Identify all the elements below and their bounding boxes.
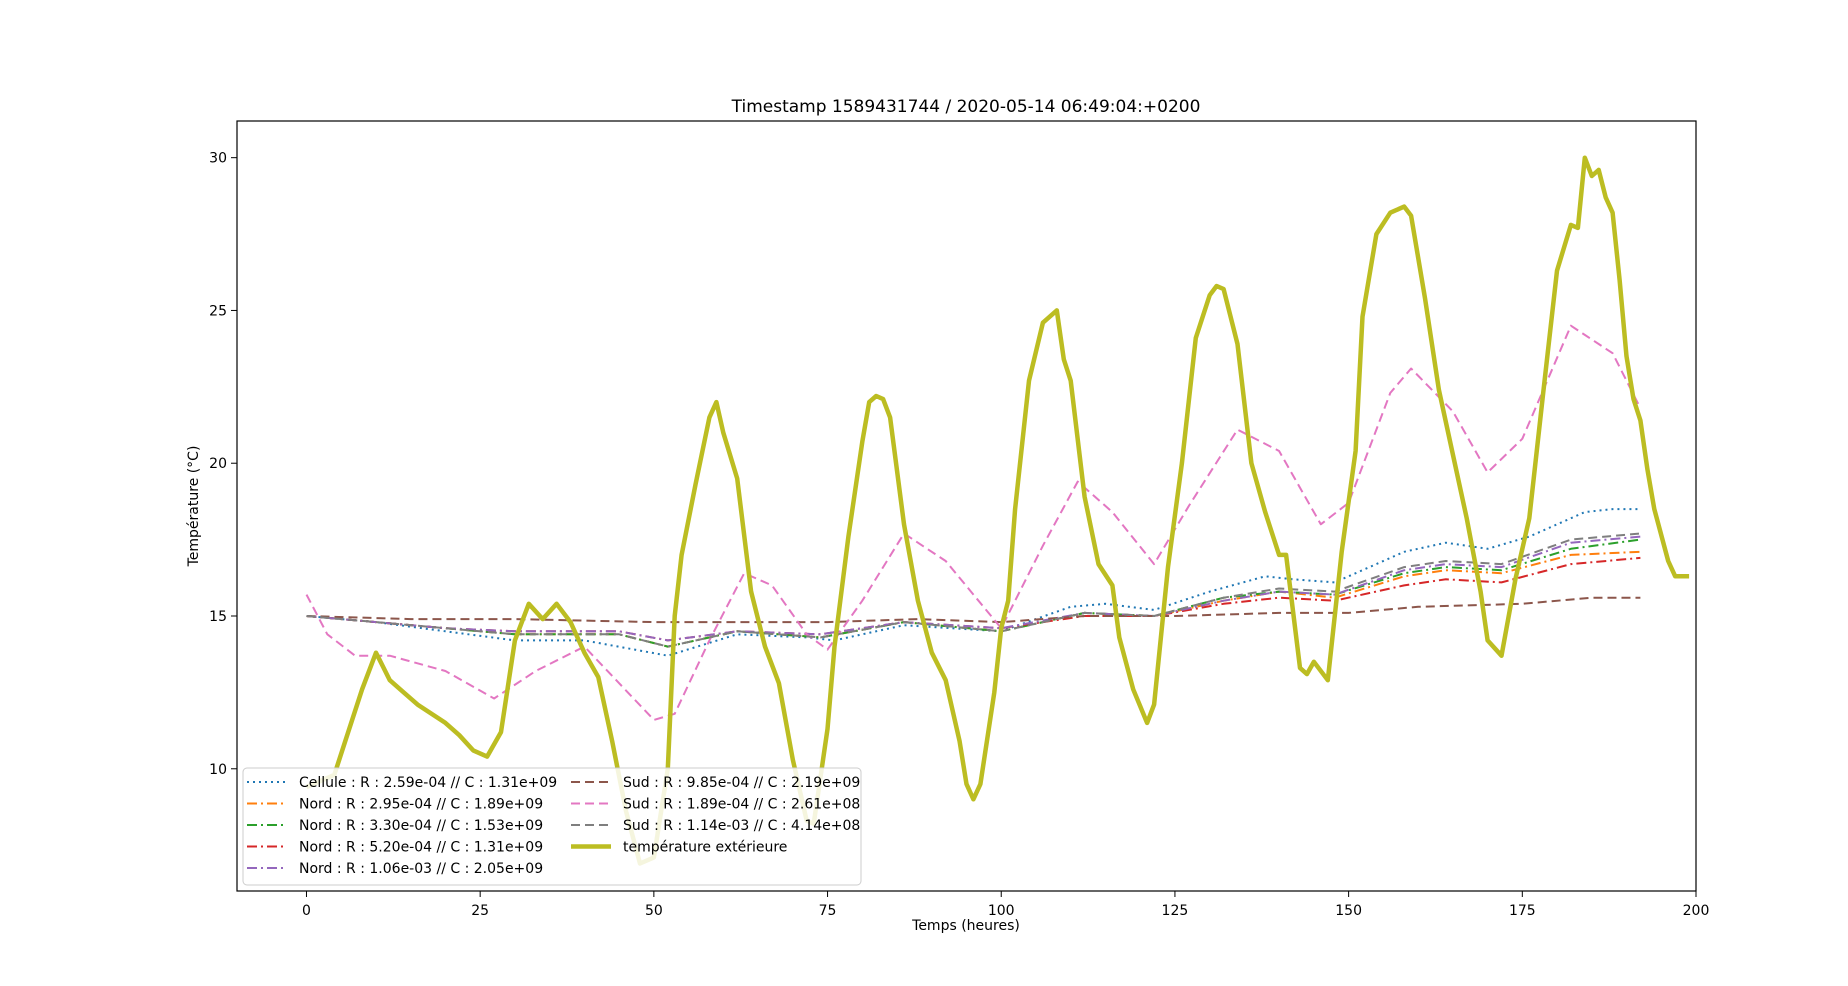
y-axis-label: Température (°C) — [186, 446, 202, 568]
series-layer — [305, 155, 1690, 866]
x-axis-label: Temps (heures) — [911, 918, 1020, 934]
x-tick-label: 75 — [819, 903, 837, 919]
series-line-0 — [306, 508, 1641, 657]
legend-label-4: Nord : R : 1.06e-03 // C : 2.05e+09 — [299, 861, 543, 877]
x-axis: 0 25 50 75 100 125 150 175 200 — [302, 891, 1709, 919]
y-tick-label: 30 — [209, 151, 227, 167]
legend-label-7: Sud : R : 1.14e-03 // C : 4.14e+08 — [623, 818, 860, 834]
y-tick-label: 20 — [209, 456, 227, 472]
y-tick-label: 15 — [209, 609, 227, 625]
series-line-7 — [306, 532, 1641, 648]
series-line-4 — [306, 535, 1641, 642]
y-tick-label: 25 — [209, 303, 227, 319]
chart-title: Timestamp 1589431744 / 2020-05-14 06:49:… — [731, 97, 1201, 117]
legend-label-6: Sud : R : 1.89e-04 // C : 2.61e+08 — [623, 797, 860, 813]
legend-label-2: Nord : R : 3.30e-04 // C : 1.53e+09 — [299, 818, 543, 834]
x-tick-label: 125 — [1162, 903, 1189, 919]
legend-box — [242, 767, 862, 886]
legend-label-1: Nord : R : 2.95e-04 // C : 1.89e+09 — [299, 797, 543, 813]
legend-label-5: Sud : R : 9.85e-04 // C : 2.19e+09 — [623, 775, 860, 791]
x-tick-label: 175 — [1509, 903, 1536, 919]
legend-label-3: Nord : R : 5.20e-04 // C : 1.31e+09 — [299, 840, 543, 856]
x-tick-label: 150 — [1335, 903, 1362, 919]
legend-label-8: température extérieure — [623, 840, 787, 856]
series-line-8 — [305, 155, 1690, 866]
legend-label-0: Cellule : R : 2.59e-04 // C : 1.31e+09 — [299, 775, 557, 791]
series-line-5 — [306, 596, 1641, 624]
x-tick-label: 0 — [302, 903, 311, 919]
x-tick-label: 100 — [988, 903, 1015, 919]
legend: Cellule : R : 2.59e-04 // C : 1.31e+09 No… — [242, 767, 862, 886]
x-tick-label: 200 — [1683, 903, 1710, 919]
y-axis: 10 15 20 25 30 — [209, 151, 237, 778]
series-line-6 — [305, 324, 1642, 721]
plot-frame — [236, 120, 1697, 892]
y-tick-label: 10 — [209, 762, 227, 778]
x-tick-label: 25 — [471, 903, 489, 919]
x-tick-label: 50 — [645, 903, 663, 919]
